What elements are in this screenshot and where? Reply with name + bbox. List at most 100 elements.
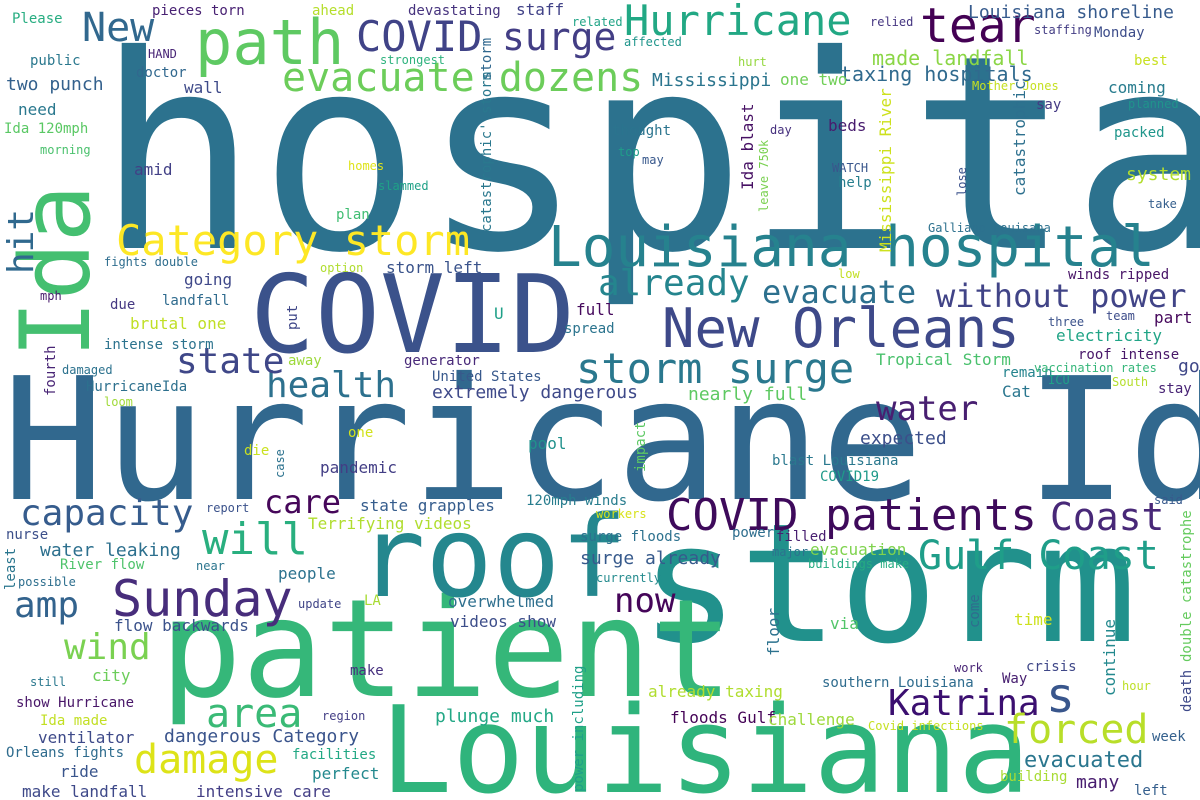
word-forced: forced bbox=[1004, 707, 1149, 753]
word-state: state bbox=[176, 341, 285, 382]
word-need: need bbox=[18, 100, 57, 119]
word-intensive-care: intensive care bbox=[196, 782, 331, 800]
word-generator: generator bbox=[404, 353, 480, 369]
word-week: week bbox=[1152, 729, 1186, 745]
word-thought: thought bbox=[612, 123, 672, 139]
word-taxing-hospitals: taxing hospitals bbox=[840, 62, 1033, 86]
word-area: area bbox=[206, 691, 303, 737]
word-ride: ride bbox=[60, 762, 99, 781]
word-storm: storm bbox=[640, 488, 1137, 680]
word-louisiana-shoreline: Louisiana shoreline bbox=[968, 2, 1174, 23]
word-la: LA bbox=[364, 593, 381, 609]
word-fights-double: fights double bbox=[104, 255, 198, 269]
word-way: Way bbox=[1002, 671, 1028, 687]
word-possible: possible bbox=[18, 575, 76, 589]
word-capacity: capacity bbox=[20, 493, 194, 534]
word-hour: hour bbox=[1122, 679, 1151, 693]
word-packed: packed bbox=[1114, 125, 1165, 141]
word-category-storm: Category storm bbox=[116, 216, 471, 265]
word-hand: HAND bbox=[148, 47, 177, 61]
word-say: say bbox=[1036, 97, 1062, 113]
word-plan: plan bbox=[336, 207, 370, 223]
word-ahead: ahead bbox=[312, 3, 355, 19]
word-day: day bbox=[770, 123, 792, 137]
word-state-grapples: state grapples bbox=[360, 496, 495, 515]
word-tear: tear bbox=[920, 0, 1036, 54]
word-terrifying-videos: Terrifying videos bbox=[308, 514, 472, 533]
word-catastrophic-storm: catastrophic' storm bbox=[479, 71, 495, 232]
word-coast: Coast bbox=[1050, 495, 1165, 539]
word-orleans-fights: Orleans fights bbox=[6, 745, 125, 761]
word-major: major bbox=[772, 545, 809, 559]
word-ida-blast: Ida blast bbox=[738, 103, 757, 190]
word-workers: workers bbox=[596, 507, 647, 521]
word-lose: lose bbox=[955, 167, 969, 196]
word-mississippi-river: Mississippi River bbox=[876, 88, 895, 252]
word-wall: wall bbox=[184, 78, 223, 97]
word-sunday: Sunday bbox=[112, 570, 293, 628]
word-path: path bbox=[195, 6, 345, 79]
word-beds: beds bbox=[828, 116, 867, 135]
word-left: left bbox=[1134, 783, 1168, 799]
word-hurricaneida: HurricaneIda bbox=[86, 379, 188, 395]
word-currently: currently bbox=[596, 571, 662, 585]
word-already: already bbox=[598, 263, 750, 304]
word-mph: mph bbox=[40, 289, 62, 303]
word-region: region bbox=[322, 709, 366, 723]
word-extremely-dangerous: extremely dangerous bbox=[432, 382, 638, 403]
word-make-landfall: make landfall bbox=[22, 782, 148, 800]
word-winds-ripped: winds ripped bbox=[1068, 267, 1170, 283]
word-river-flow: River flow bbox=[60, 557, 145, 573]
word-report: report bbox=[206, 501, 250, 515]
word-show-hurricane: show Hurricane bbox=[16, 695, 135, 711]
word-city: city bbox=[92, 666, 131, 685]
word-expected: expected bbox=[860, 428, 947, 449]
word-near: near bbox=[196, 559, 225, 573]
word-amp: amp bbox=[14, 585, 80, 626]
word-brutal-one: brutal one bbox=[130, 314, 227, 333]
word-doctor: doctor bbox=[136, 65, 187, 81]
word-pool: pool bbox=[528, 434, 567, 453]
word-ida-made: Ida made bbox=[40, 713, 108, 729]
word-covid-patients: COVID patients bbox=[666, 490, 1037, 541]
word-s: s bbox=[1046, 668, 1075, 724]
word-three: three bbox=[1048, 315, 1085, 329]
word-plunge-much: plunge much bbox=[435, 706, 555, 727]
word-impact: impact bbox=[633, 421, 649, 472]
word-catastrophic: catastrophic bbox=[1010, 80, 1029, 196]
word-death: death bbox=[1179, 669, 1195, 712]
word-full: full bbox=[576, 300, 615, 319]
word-storm-surge: storm surge bbox=[576, 344, 855, 393]
word-nearly-full: nearly full bbox=[688, 384, 808, 405]
word-health: health bbox=[266, 365, 397, 406]
word-due: due bbox=[110, 297, 136, 313]
word-option: option bbox=[320, 261, 364, 275]
word-two-punch: two punch bbox=[6, 74, 104, 95]
word-surge-floods: surge floods bbox=[580, 529, 682, 545]
word-loom: loom bbox=[104, 395, 133, 409]
word-roof: roof bbox=[358, 493, 628, 623]
word-katrina: Katrina bbox=[888, 683, 1040, 724]
word-morning: morning bbox=[40, 143, 91, 157]
word-building: building bbox=[1000, 769, 1068, 785]
word-without-power: without power bbox=[936, 277, 1187, 315]
word-double-catastrophe: double catastrophe bbox=[1179, 510, 1195, 662]
word-help: help bbox=[838, 175, 872, 191]
word-wind: wind bbox=[64, 627, 151, 668]
word-intense-storm: intense storm bbox=[104, 337, 214, 353]
word-cat: Cat bbox=[1002, 382, 1031, 401]
word-now: now bbox=[614, 581, 676, 621]
word-die: die bbox=[244, 443, 270, 459]
word-watch: WATCH bbox=[832, 161, 869, 175]
word-relied: relied bbox=[870, 15, 914, 29]
word-new-orleans: New Orleans bbox=[662, 297, 1020, 360]
word-facilities: facilities bbox=[292, 747, 377, 763]
word-patient: patient bbox=[160, 571, 734, 729]
word-one-two: one two bbox=[780, 70, 848, 89]
word-icu: ICU bbox=[1048, 373, 1070, 387]
word-covid19: COVID19 bbox=[820, 469, 880, 485]
word-monday: Monday bbox=[1094, 25, 1145, 41]
word-made-landfall: made landfall bbox=[872, 46, 1029, 70]
word-many: many bbox=[1076, 772, 1120, 793]
